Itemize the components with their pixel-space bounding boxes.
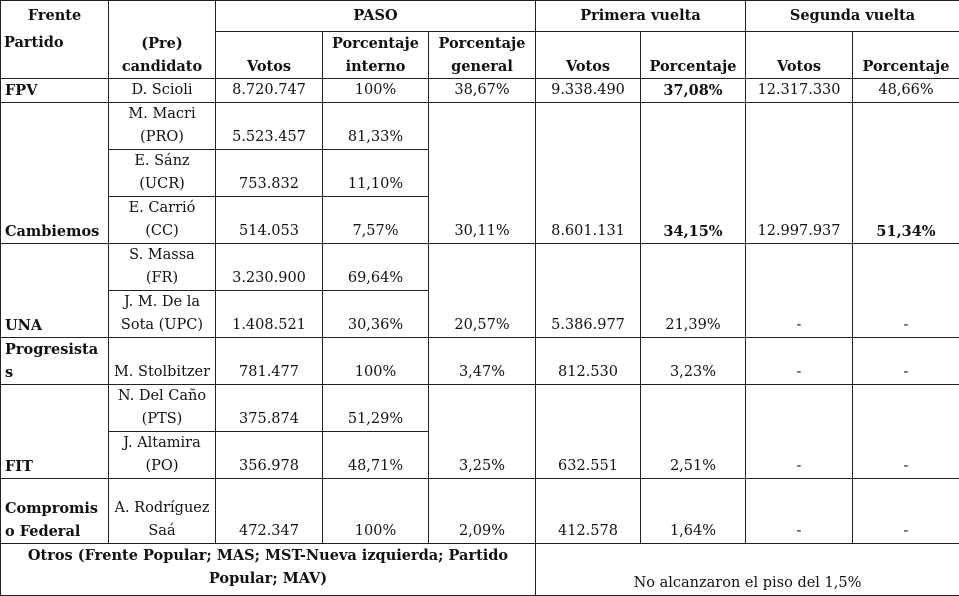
cell-votos1: 5.386.977 [536, 244, 641, 338]
paso-votos: 375.874 [216, 385, 323, 432]
partido-label: Partido [1, 31, 108, 54]
candidate-header: (Pre) candidato [109, 1, 216, 79]
cell-pct1: 2,51% [641, 385, 746, 479]
column-header: Porcentaje [853, 32, 959, 79]
group-header: PASO [216, 1, 536, 32]
paso-votos: 781.477 [216, 338, 323, 385]
cell-votos2: - [746, 479, 853, 544]
candidate-name: E. Carrió (CC) [109, 197, 216, 244]
cell-general: 2,09% [429, 479, 536, 544]
cell-pct1: 3,23% [641, 338, 746, 385]
paso-interno: 100% [323, 338, 429, 385]
cell-pct2: 51,34% [853, 103, 959, 244]
cell-pct2: - [853, 244, 959, 338]
cell-general: 38,67% [429, 79, 536, 103]
paso-votos: 356.978 [216, 432, 323, 479]
paso-interno: 48,71% [323, 432, 429, 479]
cell-pct2: - [853, 479, 959, 544]
cell-pct2: 48,66% [853, 79, 959, 103]
cell-pct1: 34,15% [641, 103, 746, 244]
column-header: Votos [536, 32, 641, 79]
group-header: Segunda vuelta [746, 1, 959, 32]
otros-label: Otros (Frente Popular; MAS; MST-Nueva iz… [1, 544, 536, 596]
otros-note: No alcanzaron el piso del 1,5% [536, 544, 959, 596]
cell-general: 30,11% [429, 103, 536, 244]
paso-interno: 100% [323, 479, 429, 544]
group-header: Primera vuelta [536, 1, 746, 32]
paso-interno: 7,57% [323, 197, 429, 244]
cell-general: 20,57% [429, 244, 536, 338]
candidate-name: E. Sánz (UCR) [109, 150, 216, 197]
column-header: Porcentaje general [429, 32, 536, 79]
frente-name: Progresistas [1, 338, 109, 385]
column-header: Porcentaje [641, 32, 746, 79]
cell-votos1: 9.338.490 [536, 79, 641, 103]
paso-interno: 30,36% [323, 291, 429, 338]
paso-votos: 3.230.900 [216, 244, 323, 291]
cell-pct2: - [853, 338, 959, 385]
frente-label: Frente [1, 1, 108, 31]
candidate-name: N. Del Caño (PTS) [109, 385, 216, 432]
candidate-name: M. Macri (PRO) [109, 103, 216, 150]
cell-votos2: 12.997.937 [746, 103, 853, 244]
paso-votos: 514.053 [216, 197, 323, 244]
paso-interno: 69,64% [323, 244, 429, 291]
cell-general: 3,47% [429, 338, 536, 385]
table-row: Otros (Frente Popular; MAS; MST-Nueva iz… [1, 544, 959, 596]
cell-votos1: 8.601.131 [536, 103, 641, 244]
cell-votos2: - [746, 385, 853, 479]
frente-name: FPV [1, 79, 109, 103]
cell-votos1: 632.551 [536, 385, 641, 479]
paso-votos: 5.523.457 [216, 103, 323, 150]
frente-name: Compromiso Federal [1, 479, 109, 544]
paso-votos: 8.720.747 [216, 79, 323, 103]
cell-votos2: 12.317.330 [746, 79, 853, 103]
cell-pct1: 37,08% [641, 79, 746, 103]
column-header: Votos [216, 32, 323, 79]
paso-interno: 100% [323, 79, 429, 103]
cell-votos1: 412.578 [536, 479, 641, 544]
candidate-name: S. Massa (FR) [109, 244, 216, 291]
cell-votos2: - [746, 244, 853, 338]
cell-pct1: 1,64% [641, 479, 746, 544]
frente-name: UNA [1, 244, 109, 338]
cell-pct1: 21,39% [641, 244, 746, 338]
cell-votos1: 812.530 [536, 338, 641, 385]
paso-interno: 51,29% [323, 385, 429, 432]
frente-name: FIT [1, 385, 109, 479]
candidate-name: A. Rodríguez Saá [109, 479, 216, 544]
cell-general: 3,25% [429, 385, 536, 479]
cell-votos2: - [746, 338, 853, 385]
candidate-name: D. Scioli [109, 79, 216, 103]
candidate-name: J. Altamira (PO) [109, 432, 216, 479]
column-header: Porcentaje interno [323, 32, 429, 79]
paso-interno: 11,10% [323, 150, 429, 197]
candidate-name: J. M. De la Sota (UPC) [109, 291, 216, 338]
frente-name: Cambiemos [1, 103, 109, 244]
paso-votos: 472.347 [216, 479, 323, 544]
candidate-name: M. Stolbitzer [109, 338, 216, 385]
cell-pct2: - [853, 385, 959, 479]
column-header: Votos [746, 32, 853, 79]
paso-votos: 1.408.521 [216, 291, 323, 338]
paso-votos: 753.832 [216, 150, 323, 197]
paso-interno: 81,33% [323, 103, 429, 150]
